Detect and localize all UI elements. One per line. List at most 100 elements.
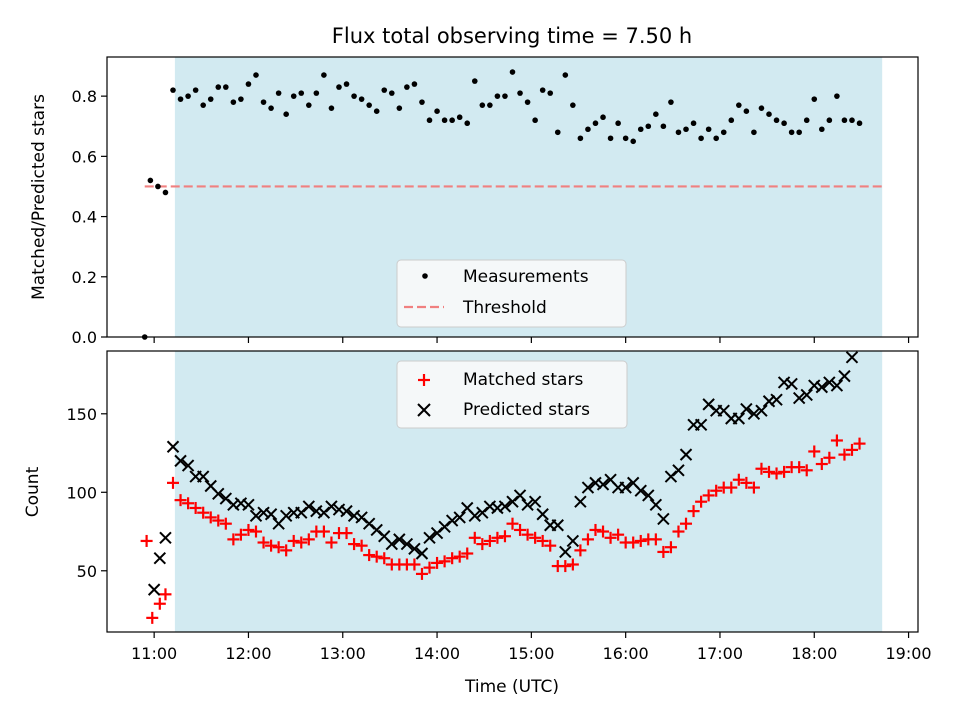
measurement-point [834, 93, 840, 99]
legend-marker-matched [418, 374, 430, 386]
measurement-point [207, 96, 214, 102]
matched-star-point [355, 539, 368, 552]
measurement-point [524, 99, 531, 105]
predicted-star-point [740, 402, 753, 416]
predicted-star-point [747, 407, 761, 421]
measurement-point [607, 135, 614, 142]
measurement-point [675, 129, 682, 136]
measurement-point [713, 135, 719, 142]
matched-star-point [770, 467, 783, 480]
predicted-star-point [574, 495, 587, 508]
matched-stars-points [140, 434, 866, 624]
measurement-point [238, 96, 244, 102]
y-axis-label: Count [23, 466, 43, 517]
matched-star-point [257, 536, 270, 549]
matched-star-point [793, 461, 806, 474]
matched-star-point [695, 495, 708, 508]
measurement-point [841, 117, 848, 124]
measurement-point [155, 183, 161, 190]
legend-marker-measurements [422, 273, 428, 279]
predicted-star-point [649, 498, 663, 512]
x-tick-label: 19:00 [886, 644, 932, 663]
predicted-star-point [153, 552, 167, 565]
matched-star-point [219, 517, 232, 530]
measurement-point [290, 93, 297, 99]
matched-star-point [778, 465, 791, 478]
matched-star-point [800, 464, 813, 477]
matched-star-point [491, 531, 504, 544]
measurement-point [306, 102, 312, 108]
measurement-point [819, 126, 825, 133]
legend-marker-predicted [417, 403, 431, 417]
measurement-point [253, 72, 259, 78]
measurement-point [698, 135, 704, 142]
measurement-point [321, 72, 327, 78]
measurement-point [788, 129, 795, 136]
matched-star-point [536, 534, 549, 547]
measurement-point [653, 111, 659, 118]
x-axis-label: Time (UTC) [464, 677, 559, 697]
measurement-point [283, 111, 289, 118]
predicted-star-point [657, 512, 670, 526]
matched-star-point [167, 476, 180, 489]
ratio-panel: Flux total observing time = 7.50 h 0.00.… [29, 24, 919, 347]
measurement-point [773, 117, 780, 124]
matched-star-point [453, 550, 466, 563]
measurement-point [728, 117, 735, 124]
matched-star-point [815, 458, 828, 471]
predicted-star-point [619, 481, 632, 494]
matched-star-point [506, 517, 519, 530]
plot-frame [106, 350, 919, 633]
measurement-point [570, 102, 576, 108]
matched-star-point [612, 528, 625, 541]
measurement-point [547, 90, 554, 96]
measurement-point [336, 84, 342, 90]
matched-star-point [415, 567, 428, 580]
measurement-point [705, 126, 712, 133]
x-tick-label: 12:00 [225, 644, 271, 663]
predicted-star-point [732, 412, 746, 425]
matched-star-point [529, 531, 542, 544]
predicted-star-point [181, 459, 195, 472]
matched-star-point [687, 505, 700, 518]
predicted-star-point [800, 388, 813, 402]
measurement-point [796, 129, 802, 136]
measurement-point [388, 90, 395, 96]
measurement-point [366, 102, 372, 108]
matched-star-point [657, 545, 670, 558]
matched-star-point [627, 536, 640, 549]
matched-star-point [747, 481, 760, 494]
chart-title: Flux total observing time = 7.50 h [332, 24, 692, 48]
measurement-point [313, 90, 320, 96]
y-axis-ticks: 50 100 150 [66, 405, 107, 581]
predicted-star-point [755, 404, 768, 417]
matched-star-point [823, 451, 836, 464]
matched-star-point [227, 533, 240, 546]
predicted-star-point [147, 583, 161, 596]
legend-label-matched: Matched stars [463, 370, 583, 390]
measurement-point [577, 135, 584, 142]
x-tick-label: 17:00 [697, 644, 743, 663]
measurement-point [502, 93, 508, 99]
predicted-star-point [634, 484, 647, 497]
predicted-star-point [581, 481, 595, 494]
measurement-point [260, 99, 267, 105]
measurement-point [683, 126, 689, 133]
measurement-point [230, 99, 237, 105]
measurement-points [141, 69, 863, 340]
x-axis-ticks [153, 337, 910, 343]
measurement-point [766, 111, 772, 118]
measurement-point [215, 84, 222, 90]
predicted-star-point [815, 380, 829, 394]
predicted-star-point [830, 379, 844, 392]
predicted-star-point [536, 508, 549, 521]
predicted-star-point [679, 448, 693, 461]
measurement-point [562, 72, 569, 78]
matched-star-point [483, 534, 496, 547]
measurement-point [170, 87, 176, 93]
predicted-star-point [302, 500, 316, 513]
predicted-star-point [566, 534, 580, 548]
predicted-star-point [770, 393, 783, 406]
predicted-star-point [408, 542, 421, 556]
matched-star-point [702, 489, 715, 502]
